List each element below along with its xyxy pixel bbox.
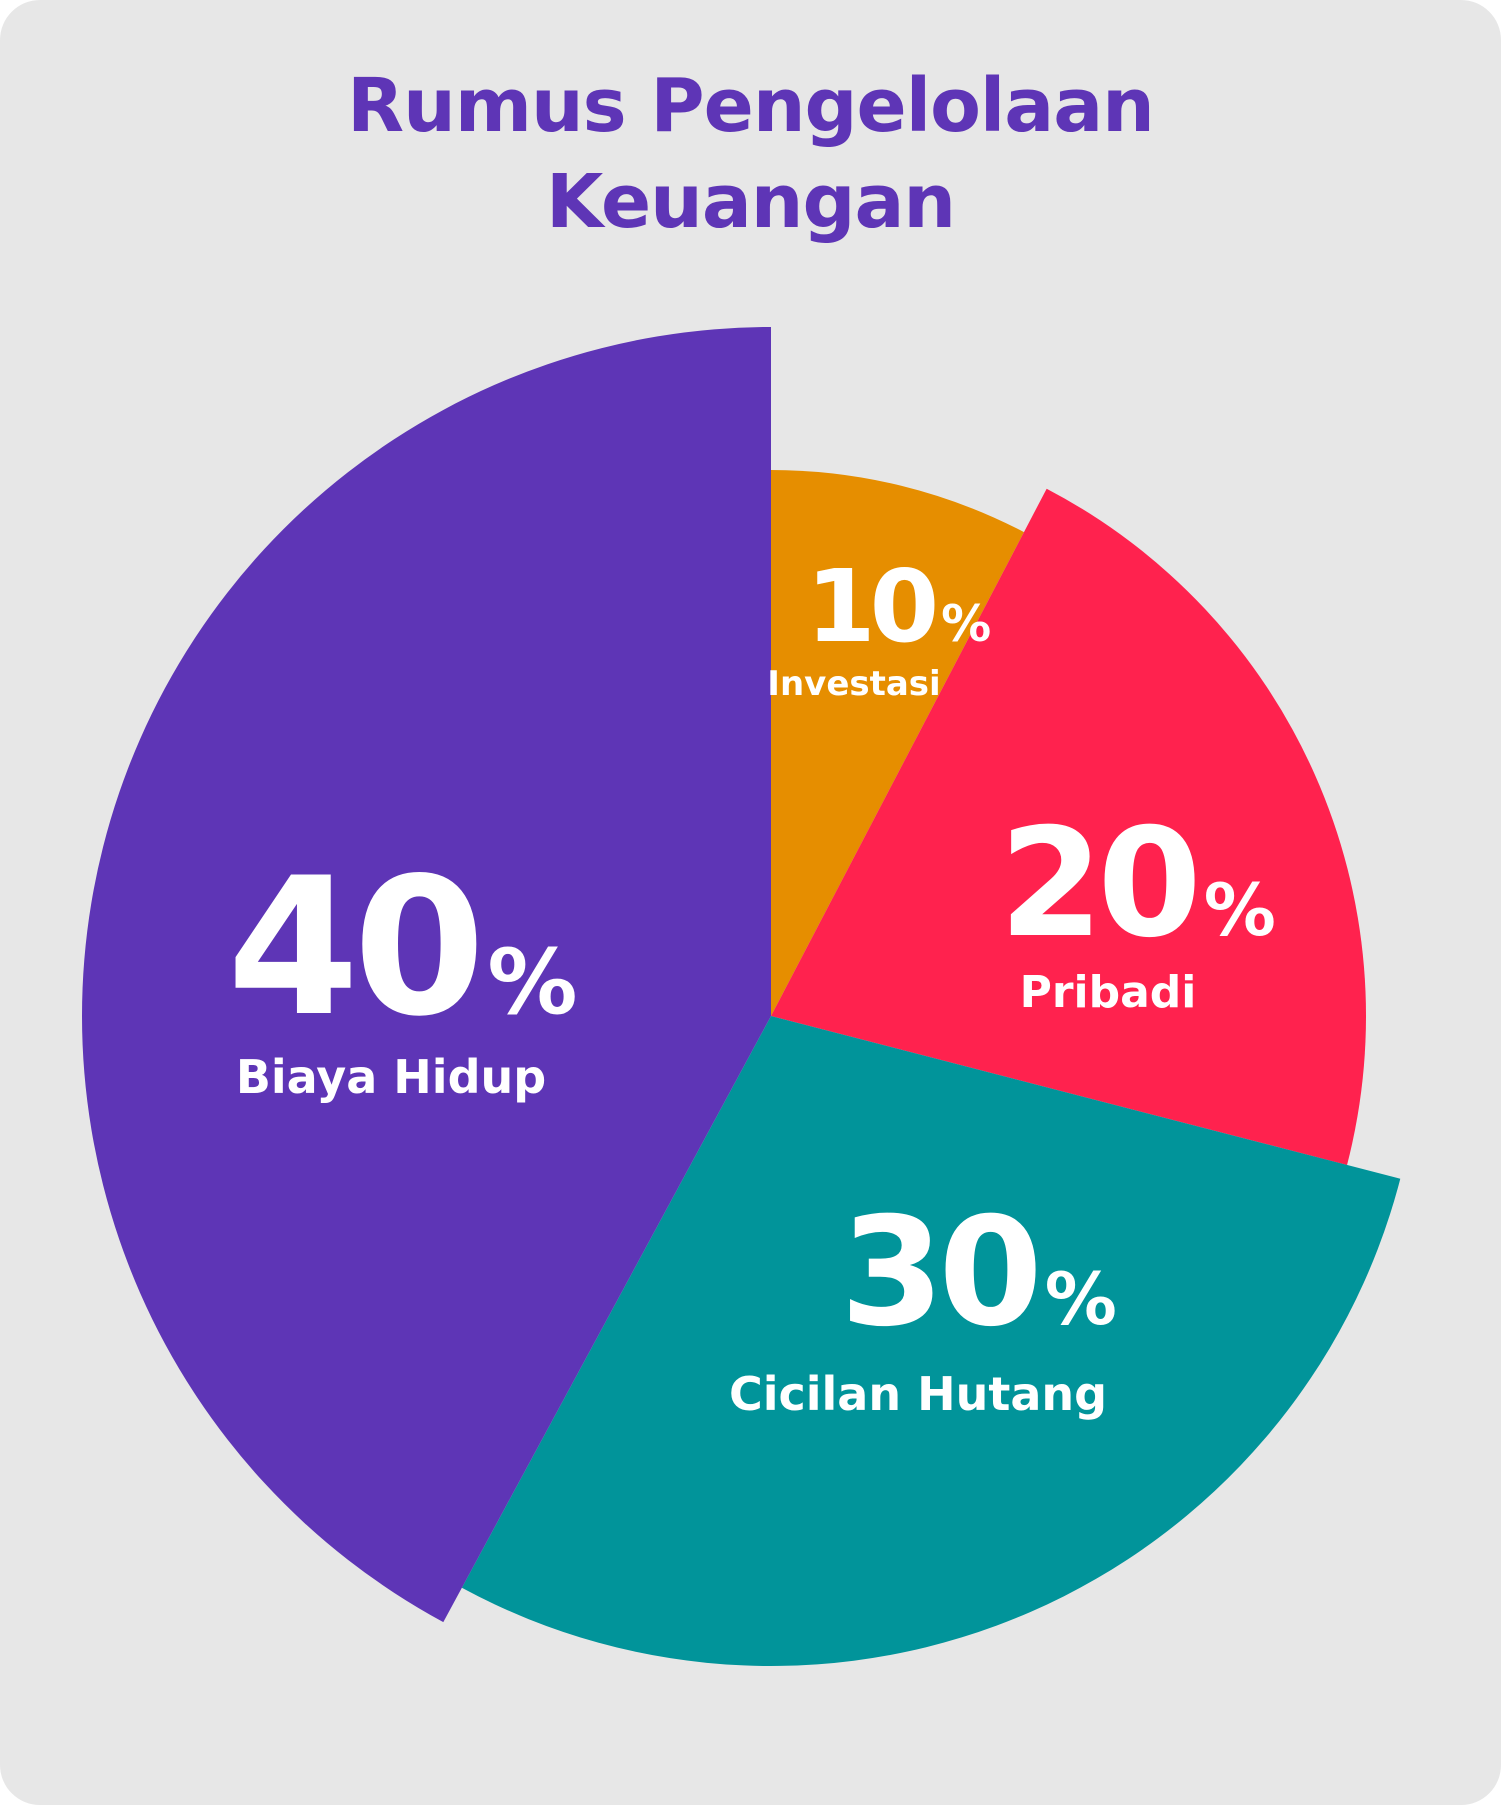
pie-slice-investasi [771, 470, 1024, 1016]
pie-slice-biaya-hidup [82, 327, 771, 1623]
slice-label: Investasi [767, 664, 940, 704]
slice-label: Pribadi [1020, 967, 1197, 1018]
percent-sign: % [941, 595, 991, 653]
slice-label: Biaya Hidup [236, 1050, 546, 1104]
percent-sign: % [1204, 868, 1276, 952]
percent-sign: % [1045, 1257, 1117, 1341]
pie-slice-cicilan-hutang [461, 1016, 1401, 1667]
chart-title: Rumus Pengelolaan Keuangan [347, 63, 1155, 245]
slice-label: Cicilan Hutang [729, 1367, 1107, 1421]
data-label-value: 10% [806, 548, 991, 665]
pie-slice-pribadi [771, 488, 1366, 1165]
percent-sign: % [487, 930, 577, 1035]
